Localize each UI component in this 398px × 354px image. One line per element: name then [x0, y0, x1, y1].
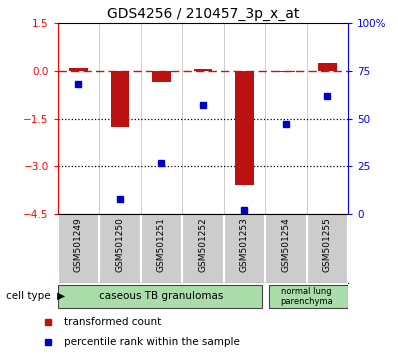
Text: GSM501255: GSM501255: [323, 218, 332, 273]
Title: GDS4256 / 210457_3p_x_at: GDS4256 / 210457_3p_x_at: [107, 7, 299, 21]
Text: GSM501253: GSM501253: [240, 218, 249, 273]
Bar: [269, 285, 348, 308]
Text: GSM501252: GSM501252: [199, 218, 207, 272]
Bar: [58, 285, 262, 308]
Text: percentile rank within the sample: percentile rank within the sample: [64, 337, 240, 347]
Text: GSM501250: GSM501250: [115, 218, 125, 273]
Bar: [277, 71, 295, 72]
Bar: [69, 68, 88, 71]
Text: GSM501249: GSM501249: [74, 218, 83, 272]
Bar: [111, 71, 129, 126]
Bar: [194, 69, 212, 71]
Bar: [152, 71, 171, 82]
Text: transformed count: transformed count: [64, 318, 161, 327]
Text: GSM501254: GSM501254: [281, 218, 291, 272]
Bar: [318, 63, 337, 71]
Text: GSM501251: GSM501251: [157, 218, 166, 273]
Bar: [235, 71, 254, 185]
Text: cell type  ▶: cell type ▶: [6, 291, 65, 302]
Text: caseous TB granulomas: caseous TB granulomas: [99, 291, 224, 302]
Text: normal lung
parenchyma: normal lung parenchyma: [280, 287, 333, 306]
